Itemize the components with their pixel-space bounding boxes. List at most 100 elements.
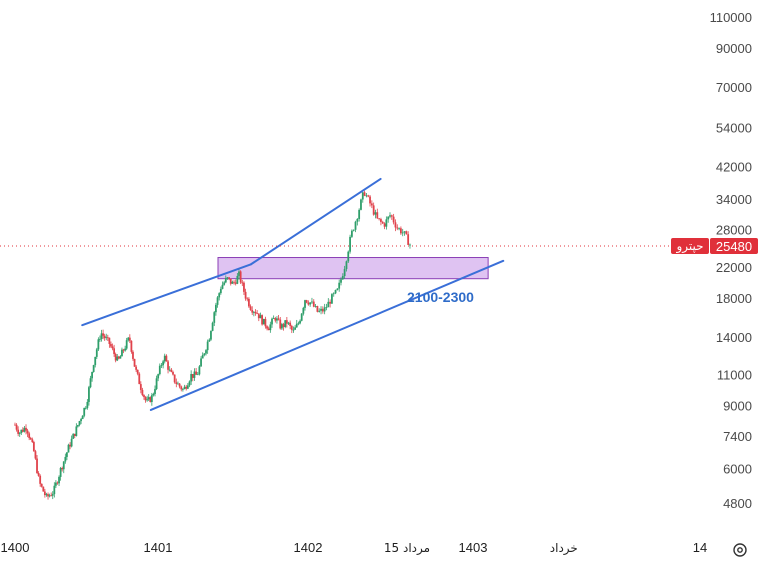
candle <box>20 429 23 435</box>
candle <box>290 324 293 334</box>
candle <box>59 466 62 481</box>
candle <box>259 312 262 319</box>
candle <box>390 214 393 220</box>
candle <box>297 321 300 326</box>
price-tag-text: 25480 <box>716 239 752 254</box>
candle <box>28 431 31 441</box>
candle <box>116 353 119 362</box>
candle <box>264 316 267 329</box>
candle <box>136 369 139 376</box>
candle <box>387 216 390 223</box>
candle <box>257 313 260 322</box>
x-tick-label: 14 <box>693 540 707 555</box>
candle <box>89 375 92 389</box>
x-tick-label: خرداد <box>550 541 578 556</box>
candle <box>18 431 21 437</box>
candle <box>282 322 285 331</box>
candle <box>271 317 273 328</box>
y-axis[interactable]: 4800 6000 7400 9000 11000 14000 18000 22000 2800… <box>710 10 752 511</box>
candle <box>211 321 214 332</box>
candle <box>347 250 350 264</box>
candle <box>376 208 379 219</box>
x-axis[interactable]: 1400 1401 1402 15 مرداد 1403 خرداد 14 <box>1 540 708 556</box>
candle <box>132 350 134 361</box>
y-tick-label: 4800 <box>723 496 752 511</box>
candle <box>64 453 67 464</box>
candle <box>262 318 265 325</box>
x-tick-label: 1400 <box>1 540 30 555</box>
candle <box>172 370 174 376</box>
candle <box>241 279 244 287</box>
trendline-upper <box>81 263 252 327</box>
candle <box>58 475 60 487</box>
candle <box>155 375 158 391</box>
candle <box>86 399 89 410</box>
candle <box>208 338 211 342</box>
candle <box>248 297 250 308</box>
candle <box>331 293 333 304</box>
candle <box>190 370 193 385</box>
candle <box>114 352 117 363</box>
candle <box>34 449 37 460</box>
candle <box>157 373 160 382</box>
settings-gear-icon[interactable] <box>733 543 747 557</box>
candle <box>81 415 84 420</box>
candle <box>149 396 152 403</box>
candle <box>325 303 328 311</box>
candle <box>130 340 133 354</box>
candle <box>378 218 381 221</box>
candle <box>102 329 104 340</box>
candle <box>21 427 24 433</box>
candle <box>316 305 319 313</box>
candle <box>327 298 330 308</box>
candle <box>168 366 171 372</box>
candle <box>36 454 38 474</box>
candle <box>314 304 317 308</box>
candle <box>94 356 97 368</box>
candle <box>50 492 53 497</box>
candle <box>143 394 145 400</box>
candle <box>40 483 43 488</box>
y-tick-label: 9000 <box>723 398 752 413</box>
candle <box>210 330 212 341</box>
candle <box>354 220 357 233</box>
candle <box>45 492 48 497</box>
y-tick-label: 6000 <box>723 461 752 476</box>
candle <box>338 279 341 292</box>
candle <box>128 334 131 344</box>
candle <box>246 297 249 302</box>
candle <box>32 440 35 452</box>
candle <box>95 347 98 359</box>
candle <box>77 424 79 428</box>
candle <box>329 299 332 308</box>
candle <box>381 220 384 225</box>
candle <box>302 306 305 316</box>
candle <box>139 381 142 394</box>
candle <box>365 192 368 198</box>
candle <box>274 316 277 323</box>
candle <box>26 428 29 438</box>
candle <box>56 481 59 485</box>
candle <box>84 406 87 410</box>
candle <box>92 364 95 373</box>
candle <box>219 286 222 295</box>
x-tick-label: 1402 <box>294 540 323 555</box>
candle <box>356 218 359 226</box>
candle <box>299 319 301 325</box>
candle <box>106 334 109 341</box>
candle <box>266 325 268 331</box>
candle <box>182 388 184 392</box>
candle <box>122 348 125 354</box>
candle <box>17 426 20 437</box>
candle <box>281 322 283 330</box>
candle <box>15 423 18 432</box>
candle <box>163 353 166 364</box>
candle <box>51 491 54 500</box>
candle <box>66 451 68 461</box>
symbol-tag-text: حپترو <box>675 239 703 254</box>
zone-annotation: 2100-2300 <box>407 289 474 305</box>
candle <box>29 436 32 440</box>
candle <box>394 219 397 232</box>
candle <box>83 407 86 418</box>
candle <box>158 363 161 376</box>
